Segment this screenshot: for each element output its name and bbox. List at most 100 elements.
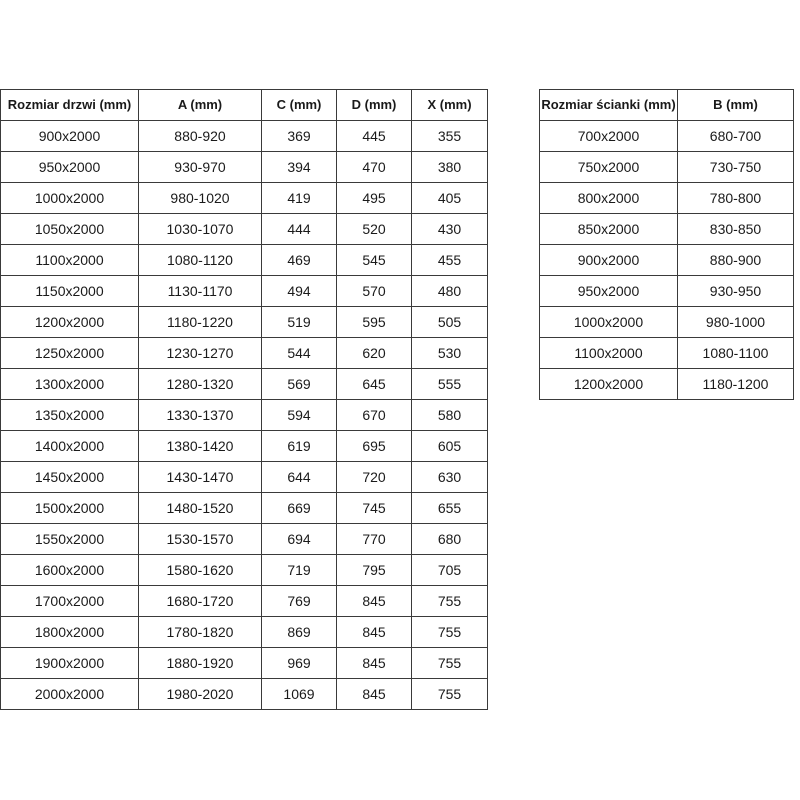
table-cell: 380 <box>411 151 488 183</box>
table-row: 1150x2000 1130-1170 494 570 480 <box>0 275 488 307</box>
table-cell: 1580-1620 <box>138 554 262 586</box>
table-cell: 1680-1720 <box>138 585 262 617</box>
table-cell: 930-970 <box>138 151 262 183</box>
table-cell: 1600x2000 <box>0 554 139 586</box>
table-cell: 1230-1270 <box>138 337 262 369</box>
table-cell: 719 <box>261 554 337 586</box>
table-cell: 1080-1120 <box>138 244 262 276</box>
table-row: 1000x2000 980-1000 <box>539 306 794 338</box>
table-cell: 800x2000 <box>539 182 678 214</box>
table-cell: 505 <box>411 306 488 338</box>
table-cell: 845 <box>336 616 412 648</box>
table-cell: 495 <box>336 182 412 214</box>
column-header: D (mm) <box>336 89 412 121</box>
table-header-row: Rozmiar drzwi (mm) A (mm) C (mm) D (mm) X (m… <box>0 89 488 121</box>
table-cell: 644 <box>261 461 337 493</box>
column-header: Rozmiar drzwi (mm) <box>0 89 139 121</box>
table-row: 2000x2000 1980-2020 1069 845 755 <box>0 678 488 710</box>
column-header: A (mm) <box>138 89 262 121</box>
table-cell: 680 <box>411 523 488 555</box>
table-cell: 700x2000 <box>539 120 678 152</box>
table-cell: 769 <box>261 585 337 617</box>
table-cell: 1880-1920 <box>138 647 262 679</box>
table-cell: 755 <box>411 647 488 679</box>
table-cell: 470 <box>336 151 412 183</box>
table-cell: 1480-1520 <box>138 492 262 524</box>
table-cell: 519 <box>261 306 337 338</box>
table-cell: 1180-1200 <box>677 368 794 400</box>
table-cell: 695 <box>336 430 412 462</box>
table-cell: 645 <box>336 368 412 400</box>
table-cell: 950x2000 <box>0 151 139 183</box>
table-row: 1550x2000 1530-1570 694 770 680 <box>0 523 488 555</box>
table-row: 1100x2000 1080-1120 469 545 455 <box>0 244 488 276</box>
table-cell: 2000x2000 <box>0 678 139 710</box>
table-cell: 1980-2020 <box>138 678 262 710</box>
table-cell: 1180-1220 <box>138 306 262 338</box>
table-cell: 1030-1070 <box>138 213 262 245</box>
table-cell: 1200x2000 <box>539 368 678 400</box>
table-cell: 969 <box>261 647 337 679</box>
table-cell: 444 <box>261 213 337 245</box>
table-cell: 405 <box>411 182 488 214</box>
table-cell: 694 <box>261 523 337 555</box>
table-cell: 394 <box>261 151 337 183</box>
table-cell: 480 <box>411 275 488 307</box>
table-cell: 594 <box>261 399 337 431</box>
table-row: 800x2000 780-800 <box>539 182 794 214</box>
table-cell: 900x2000 <box>539 244 678 276</box>
table-cell: 1000x2000 <box>539 306 678 338</box>
table-row: 1800x2000 1780-1820 869 845 755 <box>0 616 488 648</box>
table-cell: 795 <box>336 554 412 586</box>
table-cell: 580 <box>411 399 488 431</box>
table-cell: 430 <box>411 213 488 245</box>
table-cell: 419 <box>261 182 337 214</box>
table-row: 1050x2000 1030-1070 444 520 430 <box>0 213 488 245</box>
table-row: 1200x2000 1180-1200 <box>539 368 794 400</box>
table-row: 1200x2000 1180-1220 519 595 505 <box>0 306 488 338</box>
table-row: 900x2000 880-900 <box>539 244 794 276</box>
table-cell: 1300x2000 <box>0 368 139 400</box>
table-cell: 595 <box>336 306 412 338</box>
table-cell: 680-700 <box>677 120 794 152</box>
table-row: 1500x2000 1480-1520 669 745 655 <box>0 492 488 524</box>
table-cell: 355 <box>411 120 488 152</box>
table-cell: 880-900 <box>677 244 794 276</box>
table-row: 1450x2000 1430-1470 644 720 630 <box>0 461 488 493</box>
table-cell: 830-850 <box>677 213 794 245</box>
table-cell: 605 <box>411 430 488 462</box>
table-cell: 750x2000 <box>539 151 678 183</box>
table-header-row: Rozmiar ścianki (mm) B (mm) <box>539 89 794 121</box>
table-cell: 1780-1820 <box>138 616 262 648</box>
table-cell: 1080-1100 <box>677 337 794 369</box>
table-cell: 545 <box>336 244 412 276</box>
table-cell: 745 <box>336 492 412 524</box>
table-row: 1000x2000 980-1020 419 495 405 <box>0 182 488 214</box>
table-cell: 655 <box>411 492 488 524</box>
table-cell: 520 <box>336 213 412 245</box>
column-header: Rozmiar ścianki (mm) <box>539 89 678 121</box>
table-cell: 845 <box>336 585 412 617</box>
table-cell: 1150x2000 <box>0 275 139 307</box>
table-cell: 730-750 <box>677 151 794 183</box>
table-row: 950x2000 930-970 394 470 380 <box>0 151 488 183</box>
table-row: 850x2000 830-850 <box>539 213 794 245</box>
table-cell: 755 <box>411 616 488 648</box>
table-cell: 880-920 <box>138 120 262 152</box>
table-cell: 544 <box>261 337 337 369</box>
table-cell: 1800x2000 <box>0 616 139 648</box>
table-cell: 950x2000 <box>539 275 678 307</box>
table-cell: 770 <box>336 523 412 555</box>
table-row: 1400x2000 1380-1420 619 695 605 <box>0 430 488 462</box>
table-cell: 1530-1570 <box>138 523 262 555</box>
table-cell: 1250x2000 <box>0 337 139 369</box>
table-cell: 1100x2000 <box>539 337 678 369</box>
table-cell: 1330-1370 <box>138 399 262 431</box>
table-row: 1700x2000 1680-1720 769 845 755 <box>0 585 488 617</box>
table-cell: 620 <box>336 337 412 369</box>
table-cell: 1400x2000 <box>0 430 139 462</box>
table-cell: 1130-1170 <box>138 275 262 307</box>
table-cell: 720 <box>336 461 412 493</box>
table-row: 750x2000 730-750 <box>539 151 794 183</box>
table-cell: 755 <box>411 678 488 710</box>
